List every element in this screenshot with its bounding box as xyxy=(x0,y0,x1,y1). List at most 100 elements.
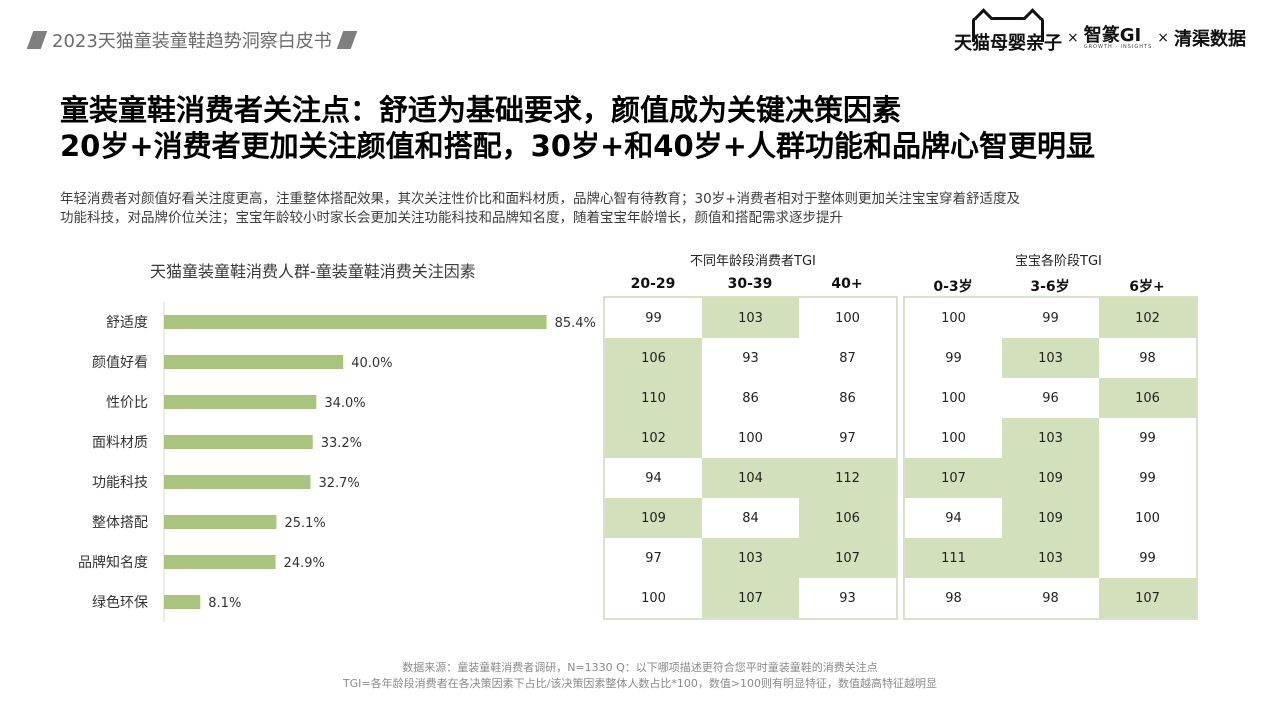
tgi-cell: 102 xyxy=(605,418,702,458)
tgi-cell: 97 xyxy=(839,430,856,446)
tgi-column-header: 6岁+ xyxy=(1129,279,1165,295)
tgi-cell: 100 xyxy=(1135,510,1160,526)
tgi-cell: 94 xyxy=(645,470,662,486)
footer-source: 数据来源：童装童鞋消费者调研，N=1330 Q：以下哪项描述更符合您平时童装童鞋… xyxy=(402,661,878,674)
tgi-cell: 99 xyxy=(1139,550,1156,566)
report-title: 2023天猫童装童鞋趋势洞察白皮书 xyxy=(52,31,332,52)
partner-logos: 天猫母婴亲子 × 智篆GI GROWTH · INSIGHTS × 清渠数据 xyxy=(954,16,1246,60)
tgi-table-border xyxy=(603,296,898,620)
tgi-cell: 99 xyxy=(945,350,962,366)
tgi-table-title: 宝宝各阶段TGI xyxy=(1015,254,1102,269)
tgi-cell: 100 xyxy=(835,310,860,326)
bar xyxy=(164,355,344,369)
tgi-cell: 103 xyxy=(1002,538,1099,578)
tgi-cell: 97 xyxy=(645,550,662,566)
tgi-cell: 109 xyxy=(605,498,702,538)
description: 年轻消费者对颜值好看关注度更高，注重整体搭配效果，其次关注性价比和面料材质，品牌… xyxy=(60,190,1210,228)
value-label: 32.7% xyxy=(318,476,359,491)
tmall-logo: 天猫母婴亲子 xyxy=(954,17,1062,55)
description-line-1: 年轻消费者对颜值好看关注度更高，注重整体搭配效果，其次关注性价比和面料材质，品牌… xyxy=(60,191,1020,207)
tgi-cell: 107 xyxy=(799,538,896,578)
tgi-cell: 103 xyxy=(1002,418,1099,458)
tgi-column-header: 3-6岁 xyxy=(1030,279,1070,295)
tgi-cell: 109 xyxy=(1002,458,1099,498)
bar xyxy=(164,315,547,329)
tgi-cell: 99 xyxy=(1139,430,1156,446)
category-label: 品牌知名度 xyxy=(78,554,148,571)
tgi-table-border xyxy=(903,296,1198,620)
tgi-cell: 104 xyxy=(702,458,799,498)
value-label: 85.4% xyxy=(555,316,596,331)
tgi-cell: 110 xyxy=(605,378,702,418)
tgi-cell: 86 xyxy=(742,390,759,406)
tgi-cell: 100 xyxy=(941,390,966,406)
value-label: 40.0% xyxy=(351,356,392,371)
tgi-cell: 112 xyxy=(799,458,896,498)
tgi-column-header: 30-39 xyxy=(727,276,773,292)
value-label: 25.1% xyxy=(284,516,325,531)
tgi-cell: 99 xyxy=(1042,310,1059,326)
tgi-cell: 100 xyxy=(641,590,666,606)
value-label: 33.2% xyxy=(321,436,362,451)
tgi-cell: 84 xyxy=(742,510,759,526)
tgi-cell: 98 xyxy=(945,590,962,606)
tgi-cell: 99 xyxy=(1139,470,1156,486)
tgi-cell: 98 xyxy=(1139,350,1156,366)
bar xyxy=(164,595,201,609)
category-label: 功能科技 xyxy=(92,475,148,491)
title-line-2: 20岁+消费者更加关注颜值和搭配，30岁+和40岁+人群功能和品牌心智更明显 xyxy=(60,129,1095,163)
tgi-cell: 100 xyxy=(738,430,763,446)
category-label: 整体搭配 xyxy=(92,515,148,531)
bar xyxy=(164,435,313,449)
tgi-cell: 86 xyxy=(839,390,856,406)
footer-note: TGI=各年龄段消费者在各决策因素下占比/该决策因素整体人数占比*100，数值>… xyxy=(342,677,938,690)
tgi-cell: 111 xyxy=(905,538,1002,578)
value-label: 24.9% xyxy=(284,556,325,571)
title-line-1: 童装童鞋消费者关注点：舒适为基础要求，颜值成为关键决策因素 xyxy=(60,93,902,127)
tmall-cat-icon xyxy=(971,17,1044,42)
tgi-cell: 102 xyxy=(1099,298,1196,338)
tgi-cell: 98 xyxy=(1042,590,1059,606)
tgi-cell: 96 xyxy=(1042,390,1059,406)
description-line-2: 功能科技，对品牌价位关注；宝宝年龄较小时家长会更加关注功能科技和品牌知名度，随着… xyxy=(60,210,843,226)
value-label: 8.1% xyxy=(208,596,241,611)
value-label: 34.0% xyxy=(324,396,365,411)
attention-factors-bar-chart: 舒适度 85.4% 颜值好看 40.0% 性价比 34.0% 面料材质 33.2% 功能科技 32… xyxy=(78,302,596,622)
tgi-cell: 103 xyxy=(702,298,799,338)
tgi-cell: 100 xyxy=(941,430,966,446)
category-label: 绿色环保 xyxy=(92,594,148,611)
bar-chart-title: 天猫童装童鞋消费人群-童装童鞋消费关注因素 xyxy=(150,262,476,281)
tgi-cell: 94 xyxy=(945,510,962,526)
tgi-table-title: 不同年龄段消费者TGI xyxy=(690,254,816,269)
tgi-cell: 103 xyxy=(702,538,799,578)
tgi-cell: 87 xyxy=(839,350,856,366)
tgi-cell: 106 xyxy=(1099,378,1196,418)
tgi-cell: 107 xyxy=(1099,578,1196,618)
tgi-cell: 106 xyxy=(605,338,702,378)
category-label: 颜值好看 xyxy=(92,355,148,371)
tgi-cell: 93 xyxy=(839,590,856,606)
tgi-cell: 103 xyxy=(1002,338,1099,378)
tgi-column-header: 0-3岁 xyxy=(933,279,973,295)
tgi-cell: 107 xyxy=(702,578,799,618)
tgi-cell: 99 xyxy=(645,310,662,326)
bar xyxy=(164,555,276,569)
category-label: 舒适度 xyxy=(106,315,148,331)
times-sign: × xyxy=(1066,30,1079,46)
tgi-column-header: 20-29 xyxy=(630,276,676,292)
bar xyxy=(164,395,317,409)
tgi-cell: 100 xyxy=(941,310,966,326)
page-title: 童装童鞋消费者关注点：舒适为基础要求，颜值成为关键决策因素 20岁+消费者更加关… xyxy=(60,92,1095,164)
category-label: 面料材质 xyxy=(92,435,148,451)
report-header: 2023天猫童装童鞋趋势洞察白皮书 xyxy=(26,26,358,54)
qingqu-logo: 清渠数据 xyxy=(1174,29,1246,50)
tgi-cell: 107 xyxy=(905,458,1002,498)
zhizhuan-logo: 智篆GI GROWTH · INSIGHTS xyxy=(1083,24,1153,50)
tgi-cell: 109 xyxy=(1002,498,1099,538)
tgi-cell: 106 xyxy=(799,498,896,538)
bar xyxy=(164,515,277,529)
bar xyxy=(164,475,311,489)
times-sign: × xyxy=(1157,30,1169,46)
category-label: 性价比 xyxy=(106,395,148,411)
tgi-column-header: 40+ xyxy=(831,276,863,292)
